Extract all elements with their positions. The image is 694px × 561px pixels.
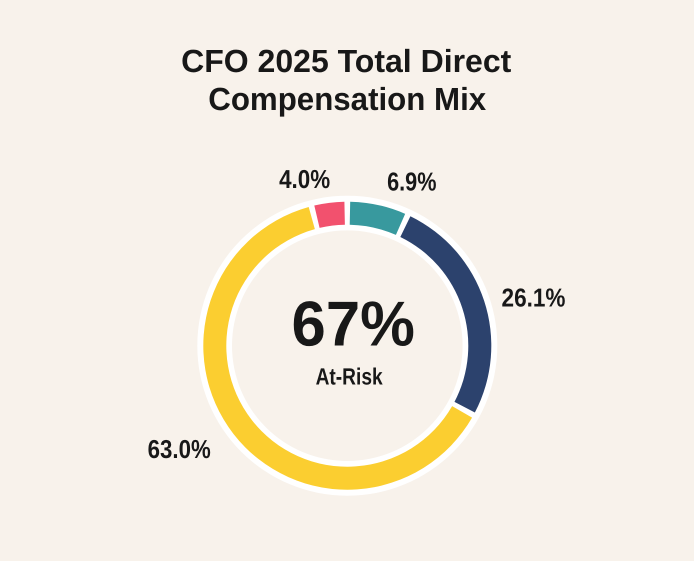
svg-text:63.0%: 63.0% bbox=[148, 434, 211, 464]
svg-text:6.9%: 6.9% bbox=[387, 167, 436, 197]
svg-text:At-Risk: At-Risk bbox=[316, 363, 384, 389]
svg-text:26.1%: 26.1% bbox=[502, 282, 566, 312]
svg-text:CFO 2025 Total Direct: CFO 2025 Total Direct bbox=[181, 43, 512, 79]
svg-text:67%: 67% bbox=[292, 289, 415, 359]
svg-text:4.0%: 4.0% bbox=[279, 164, 330, 194]
svg-text:Compensation Mix: Compensation Mix bbox=[208, 81, 486, 117]
